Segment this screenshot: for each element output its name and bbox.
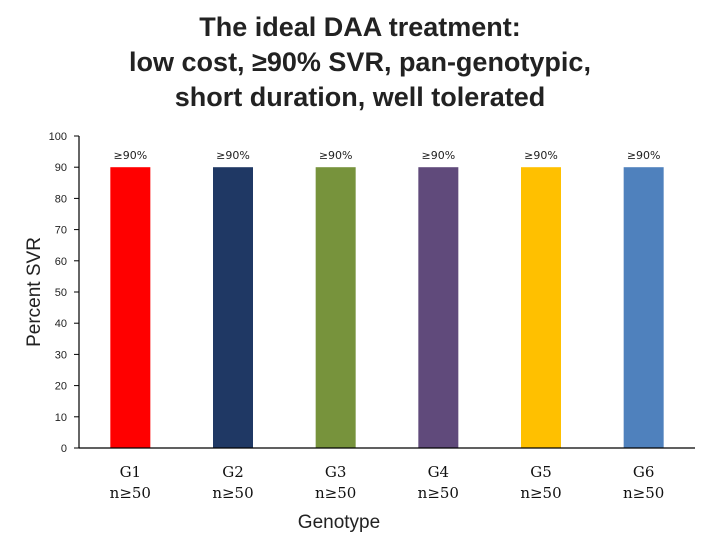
data-label-g4: ≥90% [421, 149, 455, 162]
y-tick-label: 100 [49, 131, 67, 143]
title-line-1: The ideal DAA treatment: [199, 12, 521, 42]
bar-g4 [418, 167, 459, 448]
category-label-g3: G3 [325, 463, 347, 481]
x-axis: G1 n≥50 G2 n≥50 G3 n≥50 G4 n≥50 G5 n≥50 G6 n≥50 [79, 447, 695, 502]
bar-g5 [521, 167, 561, 448]
category-label-g5: G5 [530, 463, 552, 481]
bar-g6 [623, 167, 664, 448]
y-tick-label: 40 [55, 318, 67, 330]
bar-g1 [110, 167, 151, 448]
category-sublabel-g5: n≥50 [520, 484, 561, 502]
y-tick-label: 60 [55, 256, 67, 268]
y-tick-label: 80 [55, 193, 67, 205]
y-tick-label: 90 [55, 162, 67, 174]
category-label-g2: G2 [222, 463, 244, 481]
y-axis-label: Percent SVR [24, 237, 45, 347]
bar-g3 [315, 167, 356, 448]
y-tick-label: 20 [55, 381, 67, 393]
bars: ≥90% ≥90% ≥90% ≥90% ≥90% ≥90% [110, 149, 664, 448]
category-sublabel-g3: n≥50 [315, 484, 356, 502]
data-label-g2: ≥90% [216, 149, 250, 162]
category-sublabel-g6: n≥50 [623, 484, 664, 502]
category-sublabel-g2: n≥50 [212, 484, 253, 502]
y-tick-label: 50 [55, 287, 67, 299]
title-line-2: low cost, ≥90% SVR, pan-genotypic, [129, 47, 591, 77]
title-line-3: short duration, well tolerated [174, 82, 546, 112]
category-label-g4: G4 [428, 463, 450, 481]
y-tick-label: 0 [61, 443, 67, 455]
y-axis: 0 10 20 30 40 50 60 70 80 90 100 [49, 131, 80, 455]
data-label-g3: ≥90% [319, 149, 353, 162]
x-axis-label: Genotype [298, 512, 380, 533]
y-tick-label: 70 [55, 225, 67, 237]
data-label-g5: ≥90% [524, 149, 558, 162]
category-sublabel-g1: n≥50 [110, 484, 151, 502]
bar-g2 [213, 167, 253, 448]
data-label-g1: ≥90% [113, 149, 147, 162]
category-label-g1: G1 [120, 463, 142, 481]
category-sublabel-g4: n≥50 [418, 484, 459, 502]
y-tick-label: 30 [55, 349, 67, 361]
category-label-g6: G6 [633, 463, 655, 481]
chart-title: The ideal DAA treatment: low cost, ≥90% … [0, 10, 720, 115]
y-tick-label: 10 [55, 412, 67, 424]
data-label-g6: ≥90% [627, 149, 661, 162]
